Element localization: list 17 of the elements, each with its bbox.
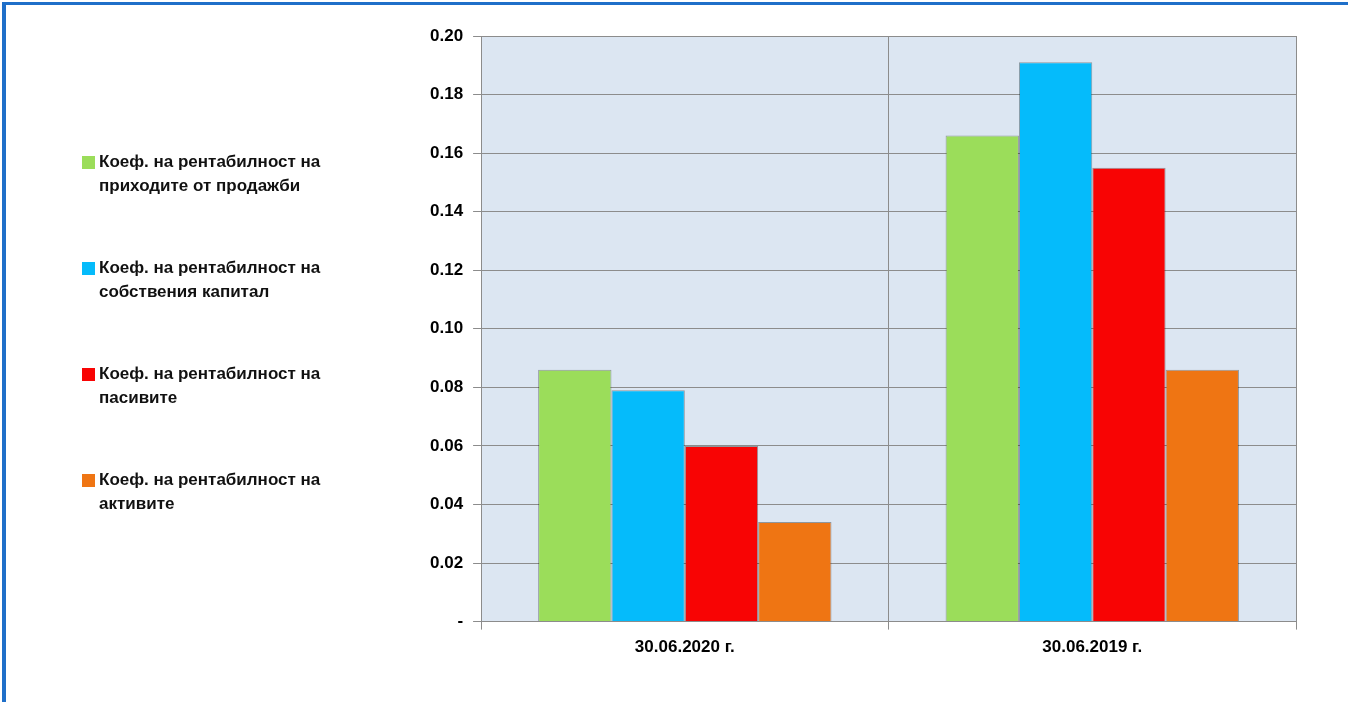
y-tick-label: 0.18	[429, 84, 464, 104]
x-tick-label: 30.06.2019 г.	[1042, 637, 1143, 657]
y-tick-label: 0.12	[429, 259, 464, 279]
y-tick-label: 0.04	[429, 494, 464, 514]
y-tick-label: 0.14	[429, 201, 464, 221]
legend-label: Коеф. на рентабилност на приходите от продажби	[99, 151, 322, 197]
legend-label: Коеф. на рентабилност на пасивите	[99, 363, 322, 409]
y-tick-label: 0.02	[429, 552, 464, 572]
x-tick-label: 30.06.2020 г.	[634, 637, 735, 657]
y-tick-label: 0.10	[429, 318, 464, 338]
y-tick-label: 0.16	[429, 142, 464, 162]
y-tick-label: 0.08	[429, 377, 464, 397]
legend-label: Коеф. на рентабилност на активите	[99, 469, 322, 515]
legend-label: Коеф. на рентабилност на собствения капитал	[99, 257, 322, 303]
y-tick-label: 0.06	[429, 435, 464, 455]
y-tick-label: 0.20	[429, 25, 464, 45]
y-tick-label: -	[457, 611, 464, 631]
